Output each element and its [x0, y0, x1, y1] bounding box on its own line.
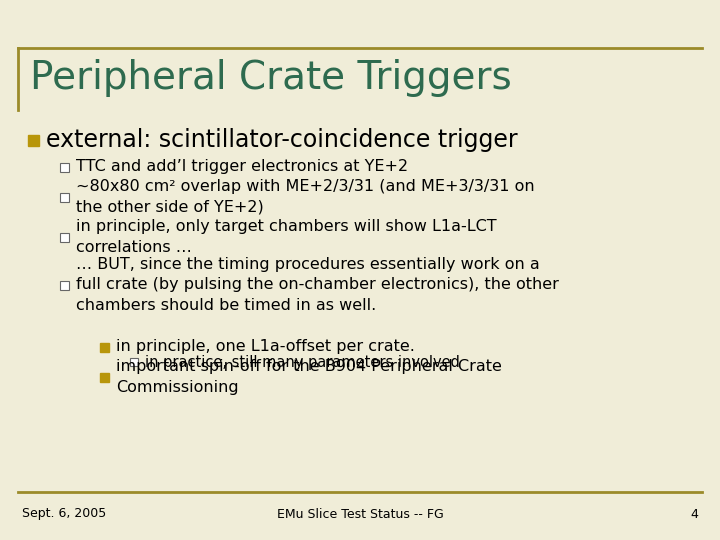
Text: in practice, still many parameters involved: in practice, still many parameters invol… — [145, 354, 460, 369]
Text: important spin-off for the B904 Peripheral Crate
Commissioning: important spin-off for the B904 Peripher… — [116, 359, 502, 395]
Text: ~80x80 cm² overlap with ME+2/3/31 (and ME+3/3/31 on
the other side of YE+2): ~80x80 cm² overlap with ME+2/3/31 (and M… — [76, 179, 535, 215]
Text: Sept. 6, 2005: Sept. 6, 2005 — [22, 508, 107, 521]
FancyBboxPatch shape — [100, 373, 109, 381]
Text: in principle, one L1a-offset per crate.: in principle, one L1a-offset per crate. — [116, 340, 415, 354]
FancyBboxPatch shape — [100, 342, 109, 352]
Text: external: scintillator-coincidence trigger: external: scintillator-coincidence trigg… — [46, 128, 518, 152]
Text: 4: 4 — [690, 508, 698, 521]
FancyBboxPatch shape — [60, 280, 69, 289]
Text: TTC and add’l trigger electronics at YE+2: TTC and add’l trigger electronics at YE+… — [76, 159, 408, 174]
FancyBboxPatch shape — [60, 163, 69, 172]
Text: … BUT, since the timing procedures essentially work on a
full crate (by pulsing : … BUT, since the timing procedures essen… — [76, 257, 559, 313]
FancyBboxPatch shape — [130, 358, 138, 366]
FancyBboxPatch shape — [28, 134, 39, 145]
FancyBboxPatch shape — [60, 233, 69, 241]
Text: in principle, only target chambers will show L1a-LCT
correlations …: in principle, only target chambers will … — [76, 219, 497, 255]
Text: Peripheral Crate Triggers: Peripheral Crate Triggers — [30, 59, 512, 97]
Text: EMu Slice Test Status -- FG: EMu Slice Test Status -- FG — [276, 508, 444, 521]
FancyBboxPatch shape — [60, 192, 69, 201]
